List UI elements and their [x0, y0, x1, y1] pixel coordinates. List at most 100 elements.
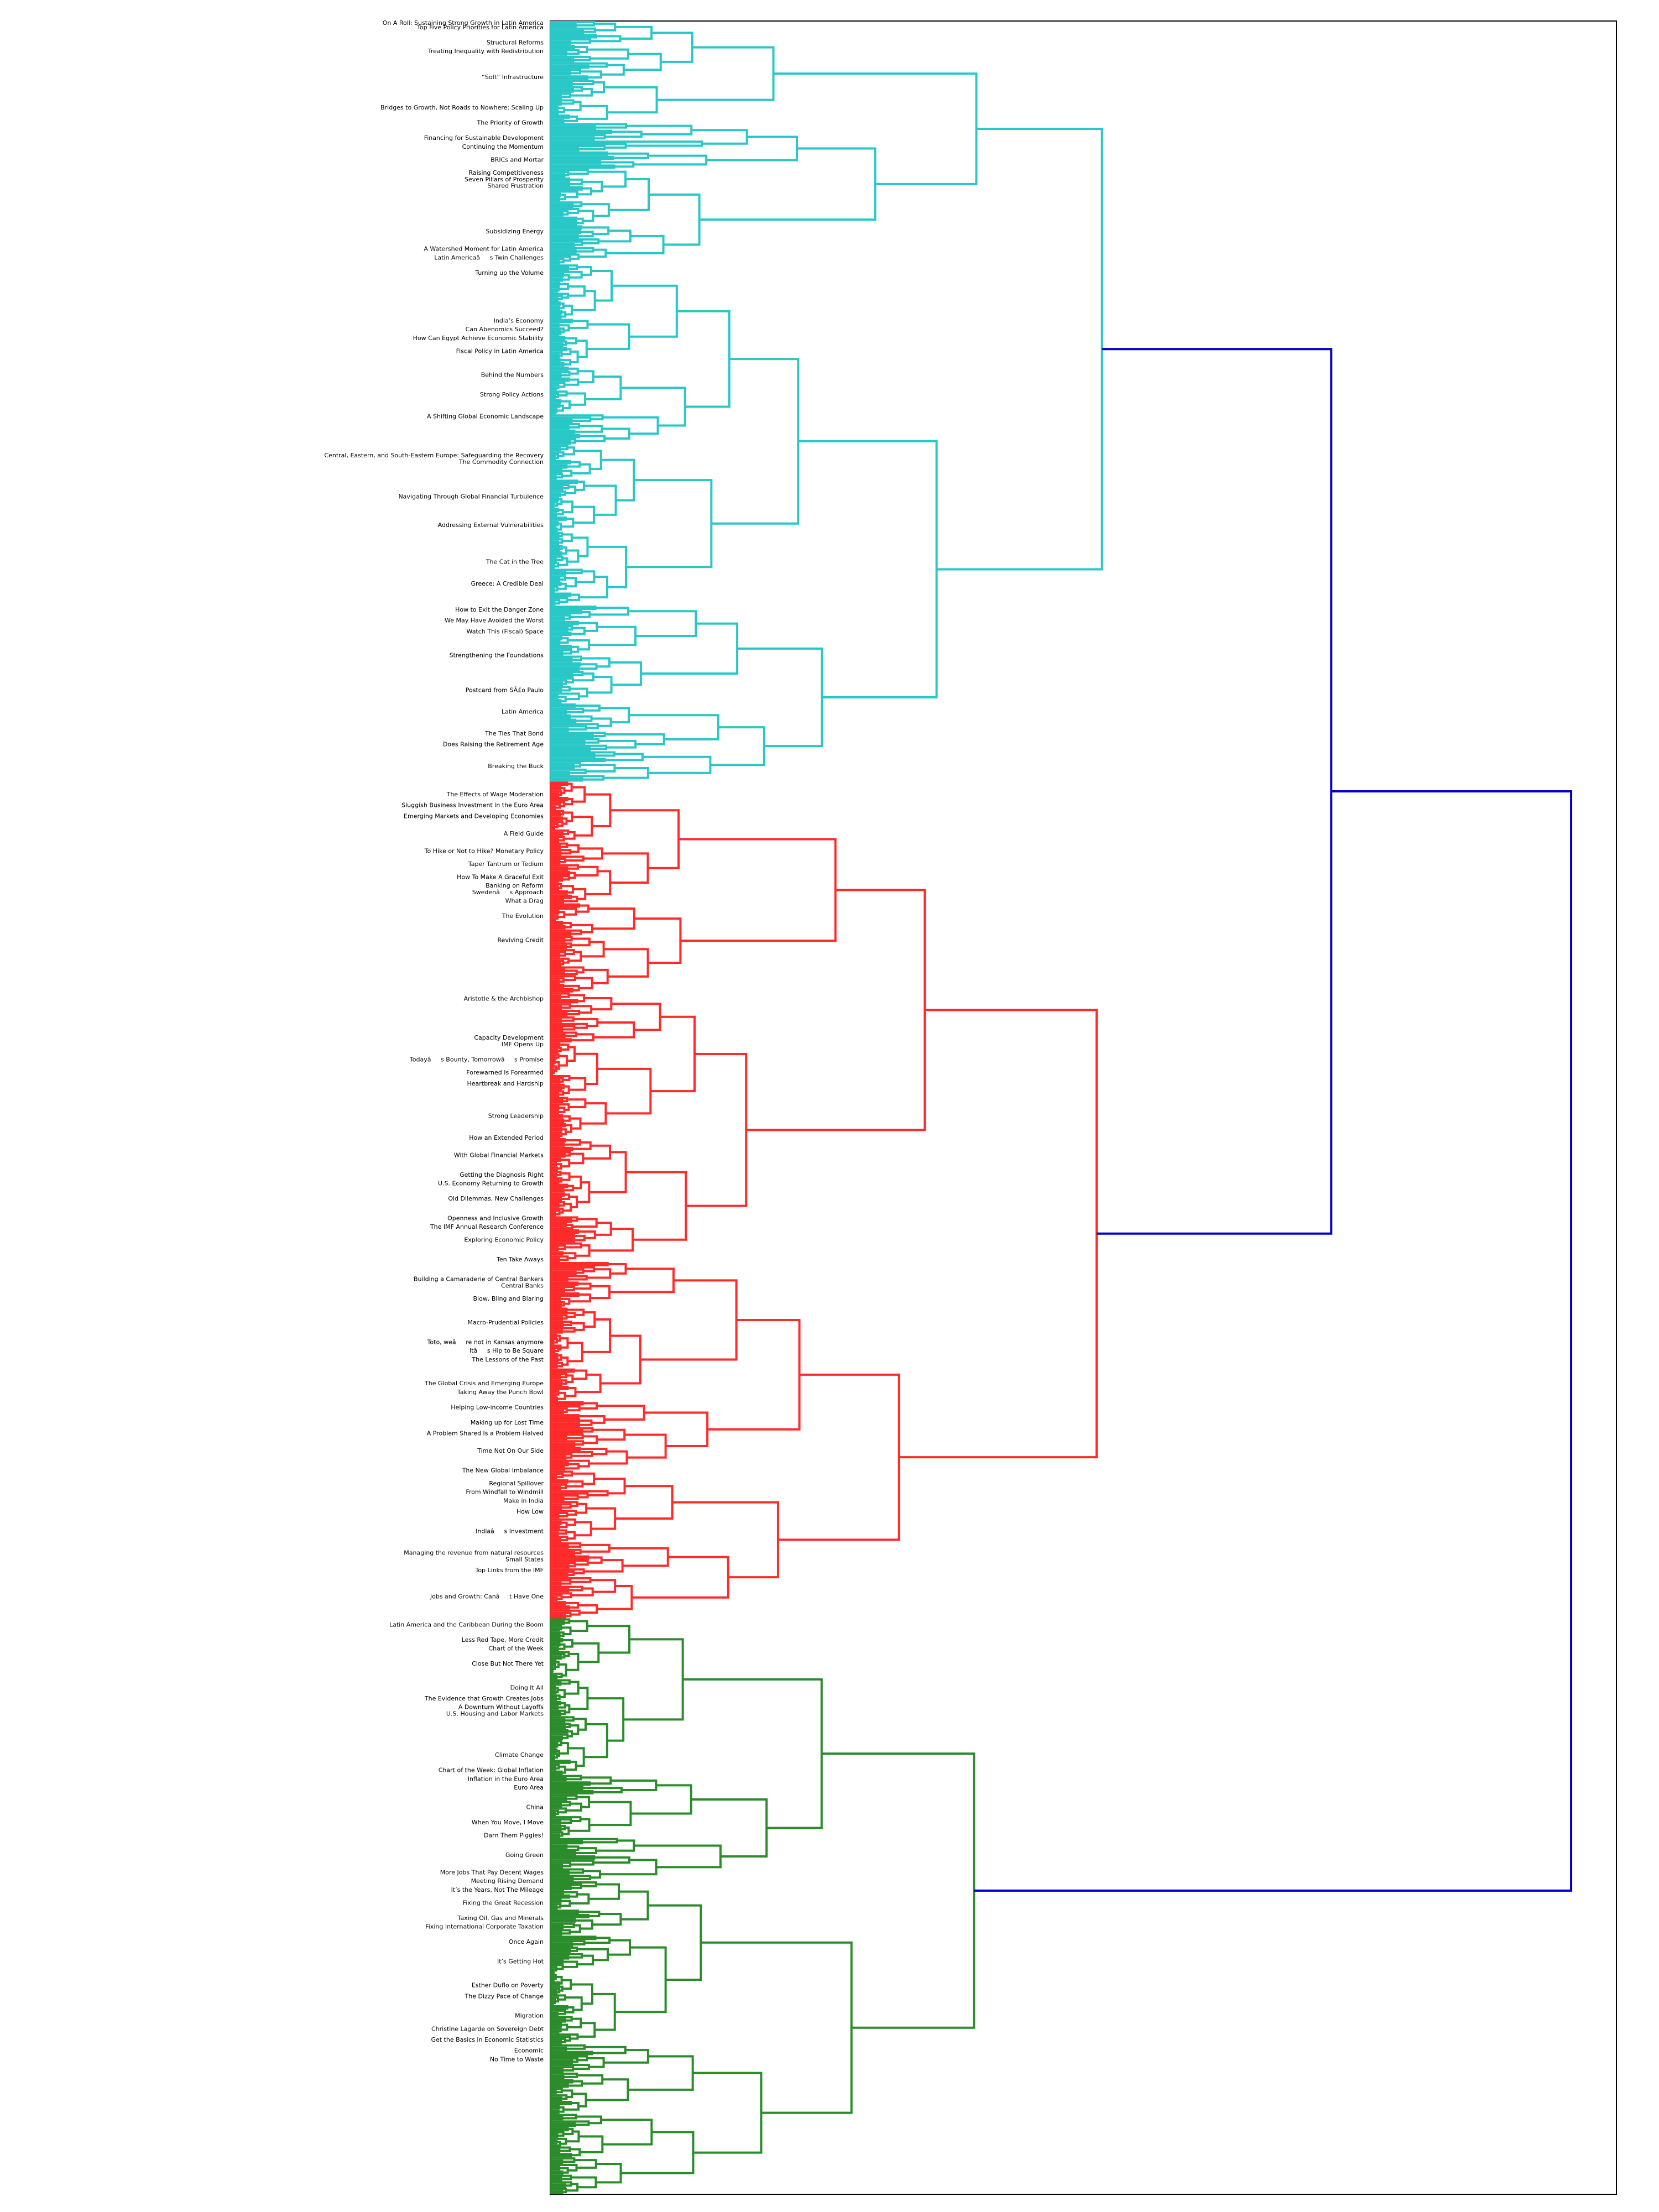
- dendrogram-link-926: [614, 1946, 667, 2013]
- dendrogram-link-361: [550, 812, 561, 817]
- dendrogram-link-611: [550, 1364, 558, 1369]
- dendrogram-link-241: [550, 557, 557, 562]
- leaf-label-94: Doing It All: [510, 1684, 544, 1691]
- dendrogram-link-60: [607, 152, 650, 159]
- dendrogram-link-87: [576, 217, 584, 225]
- dendrogram-link-363: [550, 816, 563, 821]
- dendrogram-link-976: [578, 2135, 604, 2153]
- dendrogram-link-852: [691, 1798, 768, 1858]
- dendrogram-link-161: [550, 377, 570, 382]
- dendrogram-link-443: [634, 917, 682, 964]
- dendrogram-link-732: [899, 1009, 1098, 1459]
- dendrogram-link-124: [550, 293, 570, 299]
- dendrogram-link-169: [550, 390, 568, 397]
- dendrogram-link-948: [550, 2096, 562, 2101]
- dendrogram-link-253: [550, 588, 555, 593]
- dendrogram-link-330: [604, 733, 665, 745]
- dendrogram-link-444: [679, 838, 837, 942]
- dendrogram-link-667: [550, 1479, 568, 1484]
- dendrogram-link-228: [560, 517, 575, 528]
- dendrogram-link-693: [575, 1521, 592, 1537]
- dendrogram-link-886: [550, 1959, 564, 1964]
- dendrogram-link-728: [597, 1584, 633, 1610]
- leaf-label-55: Forewarned Is Forearmed: [466, 1069, 544, 1076]
- dendrogram-link-408: [557, 911, 566, 919]
- leaf-label-5: Bridges to Growth, Not Roads to Nowhere:…: [380, 104, 544, 111]
- dendrogram-link-541: [550, 1207, 564, 1214]
- leaf-label-46: Banking on Reform: [486, 882, 544, 889]
- dendrogram-link-82: [550, 212, 564, 217]
- dendrogram-link-31: [550, 92, 571, 98]
- dendrogram-link-7: [550, 38, 591, 44]
- dendrogram-link-623: [550, 1386, 569, 1390]
- dendrogram-link-805: [550, 1777, 567, 1782]
- dendrogram-link-401: [585, 870, 612, 895]
- leaf-label-50: Reviving Credit: [497, 936, 544, 943]
- dendrogram-link-581: [550, 1292, 580, 1297]
- dendrogram-link-392: [550, 881, 559, 886]
- dendrogram-link-366: [550, 821, 564, 827]
- leaf-label-95: The Evidence that Growth Creates Jobs: [424, 1695, 544, 1702]
- dendrogram-link-11: [550, 51, 568, 56]
- dendrogram-link-451: [550, 1012, 568, 1016]
- dendrogram-link-746: [562, 1639, 574, 1648]
- dendrogram-link-513: [564, 1139, 581, 1146]
- dendrogram-link-489: [568, 1077, 587, 1091]
- dendrogram-link-418: [550, 938, 566, 943]
- leaf-label-70: Macro-Prudential Policies: [468, 1319, 544, 1326]
- dendrogram-link-801: [567, 1747, 585, 1767]
- dendrogram-link-417: [588, 907, 635, 930]
- dendrogram-link-159: [550, 371, 571, 377]
- dendrogram-link-878: [550, 1936, 597, 1940]
- dendrogram-link-935: [550, 2068, 564, 2073]
- leaf-label-column: On A Roll: Sustaining Strong Growth in L…: [324, 19, 544, 2063]
- dendrogram-link-130: [550, 314, 562, 319]
- dendrogram-link-916: [550, 2029, 560, 2034]
- leaf-label-38: Breaking the Buck: [488, 763, 544, 770]
- leaf-label-44: Taper Tantrum or Tedium: [468, 860, 544, 868]
- dendrogram-link-486: [550, 1092, 560, 1097]
- leaf-label-103: When You Move, I Move: [472, 1819, 544, 1826]
- leaf-label-112: Once Again: [509, 1938, 544, 1945]
- dendrogram-link-920: [550, 2039, 562, 2044]
- dendrogram-link-778: [550, 1716, 575, 1722]
- dendrogram-link-206: [571, 463, 591, 474]
- dendrogram-link-192: [676, 310, 731, 408]
- dendrogram-link-151: [550, 362, 565, 367]
- dendrogram-link-540: [550, 1209, 561, 1215]
- dendrogram-link-587: [589, 1285, 611, 1300]
- dendrogram-link-354: [564, 782, 573, 792]
- dendrogram-link-994: [620, 2131, 695, 2174]
- dendrogram-link-609: [550, 1357, 559, 1362]
- dendrogram-link-144: [550, 340, 567, 346]
- dendrogram-link-630: [600, 1334, 641, 1385]
- dendrogram-link-974: [550, 2153, 572, 2158]
- dendrogram-link-638: [550, 1418, 581, 1423]
- dendrogram-link-200: [550, 464, 568, 469]
- dendrogram-link-647: [550, 1442, 576, 1447]
- dendrogram-link-482: [550, 1077, 564, 1083]
- dendrogram-link-187: [550, 438, 576, 444]
- dendrogram-link-520: [550, 1166, 558, 1171]
- leaf-label-119: Economic: [514, 2047, 544, 2054]
- dendrogram-link-68: [550, 169, 589, 175]
- dendrogram-link-171: [550, 403, 561, 408]
- dendrogram-link-924: [577, 2022, 596, 2038]
- dendrogram-link-413: [562, 921, 572, 928]
- leaf-label-113: It’s Getting Hot: [497, 1958, 544, 1965]
- dendrogram-link-186: [550, 440, 571, 445]
- dendrogram-link-316: [550, 718, 577, 723]
- dendrogram-link-709: [583, 1559, 624, 1573]
- dendrogram-link-515: [572, 1141, 592, 1150]
- dendrogram-link-143: [550, 342, 564, 347]
- dendrogram-link-216: [550, 503, 555, 508]
- dendrogram-link-453: [570, 1005, 593, 1014]
- dendrogram-link-779: [550, 1725, 566, 1730]
- dendrogram-link-656: [550, 1462, 569, 1467]
- dendrogram-link-815: [550, 1803, 562, 1808]
- dendrogram-link-685: [550, 1525, 560, 1530]
- leaf-label-1: Top Five Policy Priorities for Latin Ame…: [416, 24, 544, 31]
- dendrogram-link-726: [550, 1609, 581, 1616]
- dendrogram-link-79: [587, 170, 627, 188]
